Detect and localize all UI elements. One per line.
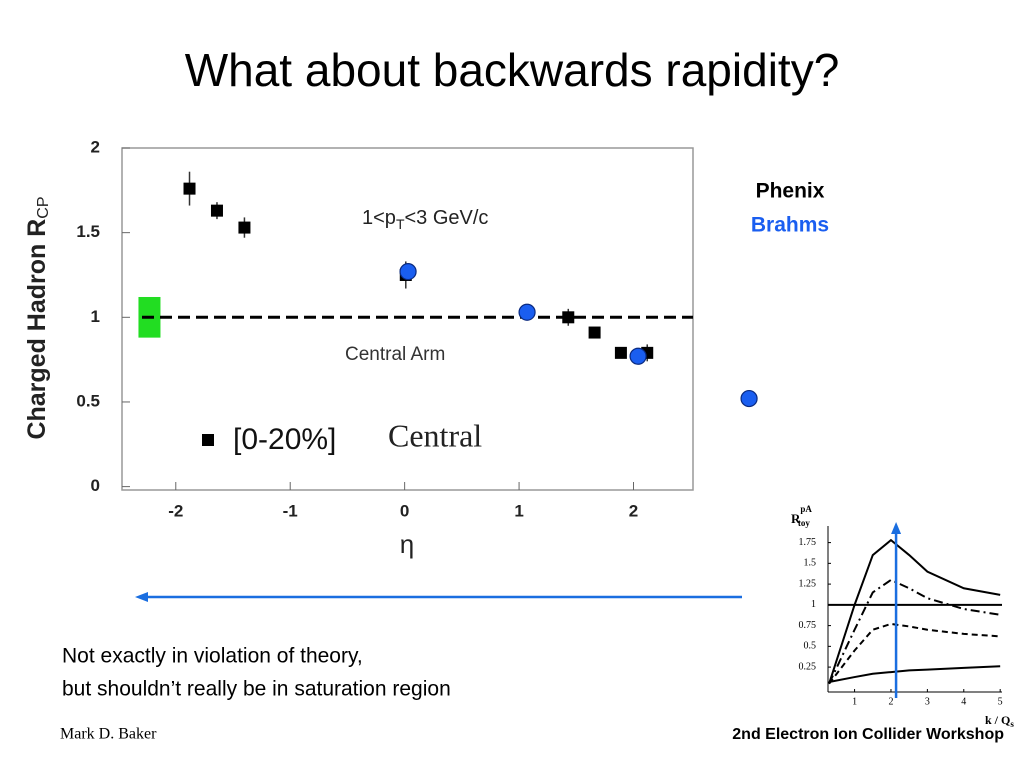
x-tick-label: 1 bbox=[852, 696, 857, 707]
arrow-head bbox=[135, 592, 148, 602]
body-text: but shouldn’t really be in saturation re… bbox=[62, 678, 451, 701]
y-tick-label: 0.75 bbox=[799, 620, 817, 631]
text-part: R bbox=[791, 511, 801, 526]
data-point bbox=[614, 346, 627, 359]
data-point bbox=[588, 326, 601, 339]
y-axis-label: Charged Hadron RCP bbox=[23, 196, 53, 439]
y-tick-label: 0.5 bbox=[76, 391, 100, 410]
annotation: Central Arm bbox=[345, 344, 445, 365]
y-tick-label: 1.25 bbox=[799, 578, 817, 589]
text-part: toy bbox=[798, 518, 810, 528]
theory-curve bbox=[828, 665, 1001, 684]
text-part: T bbox=[396, 216, 405, 232]
data-point bbox=[238, 221, 251, 234]
text-part: s bbox=[1010, 719, 1014, 729]
legend-label: Central bbox=[388, 417, 482, 453]
text-part: 1<p bbox=[362, 207, 396, 229]
series-name: Brahms bbox=[751, 214, 829, 237]
x-tick-label: 2 bbox=[629, 501, 638, 520]
x-tick-label: 4 bbox=[961, 696, 966, 707]
data-point bbox=[399, 262, 417, 281]
y-tick-label: 0.25 bbox=[799, 661, 817, 672]
theory-curve bbox=[828, 578, 1001, 685]
x-tick-label: 5 bbox=[998, 696, 1003, 707]
y-tick-label: 0.5 bbox=[804, 641, 817, 652]
theory-curve bbox=[828, 622, 1001, 685]
y-tick-label: 1.75 bbox=[799, 537, 817, 548]
text-part: CP bbox=[35, 196, 52, 218]
footer-author: Mark D. Baker bbox=[60, 726, 157, 743]
x-axis-label: k / Qs bbox=[985, 713, 1014, 729]
data-point bbox=[562, 311, 575, 324]
data-point bbox=[210, 204, 223, 217]
y-tick-label: 2 bbox=[91, 137, 100, 156]
plot-frame bbox=[121, 147, 694, 491]
x-tick-label: 2 bbox=[888, 696, 893, 707]
text-part: Charged Hadron R bbox=[23, 219, 51, 440]
x-tick-label: 1 bbox=[514, 501, 523, 520]
footer-event: 2nd Electron Ion Collider Workshop bbox=[732, 726, 1004, 743]
x-tick-label: 3 bbox=[925, 696, 930, 707]
y-tick-label: 1 bbox=[91, 307, 100, 326]
text-part: k / Q bbox=[985, 713, 1010, 727]
text-part: pA bbox=[800, 504, 812, 514]
data-point bbox=[740, 389, 758, 408]
y-tick-label: 1.5 bbox=[76, 222, 100, 241]
x-tick-label: 0 bbox=[400, 501, 409, 520]
x-tick-label: -2 bbox=[168, 501, 183, 520]
legend-label: [0-20%] bbox=[233, 423, 336, 456]
x-tick-label: -1 bbox=[283, 501, 298, 520]
theory-curve bbox=[828, 538, 1001, 685]
legend-marker bbox=[202, 434, 214, 446]
y-axis-label: RpA toy bbox=[791, 504, 812, 528]
marker-arrow-head bbox=[891, 522, 902, 534]
data-point bbox=[518, 303, 536, 321]
y-tick-label: 0 bbox=[91, 476, 100, 495]
data-point bbox=[183, 182, 196, 195]
data-point bbox=[629, 347, 647, 365]
slide-title: What about backwards rapidity? bbox=[185, 44, 840, 96]
text-part: <3 GeV/c bbox=[405, 207, 489, 229]
annotation: 1<pT<3 GeV/c bbox=[362, 207, 488, 231]
y-tick-label: 1 bbox=[811, 599, 816, 610]
body-text: Not exactly in violation of theory, bbox=[62, 645, 363, 668]
series-name: Phenix bbox=[756, 180, 825, 203]
x-axis-label: η bbox=[400, 529, 414, 559]
y-tick-label: 1.5 bbox=[804, 558, 817, 569]
